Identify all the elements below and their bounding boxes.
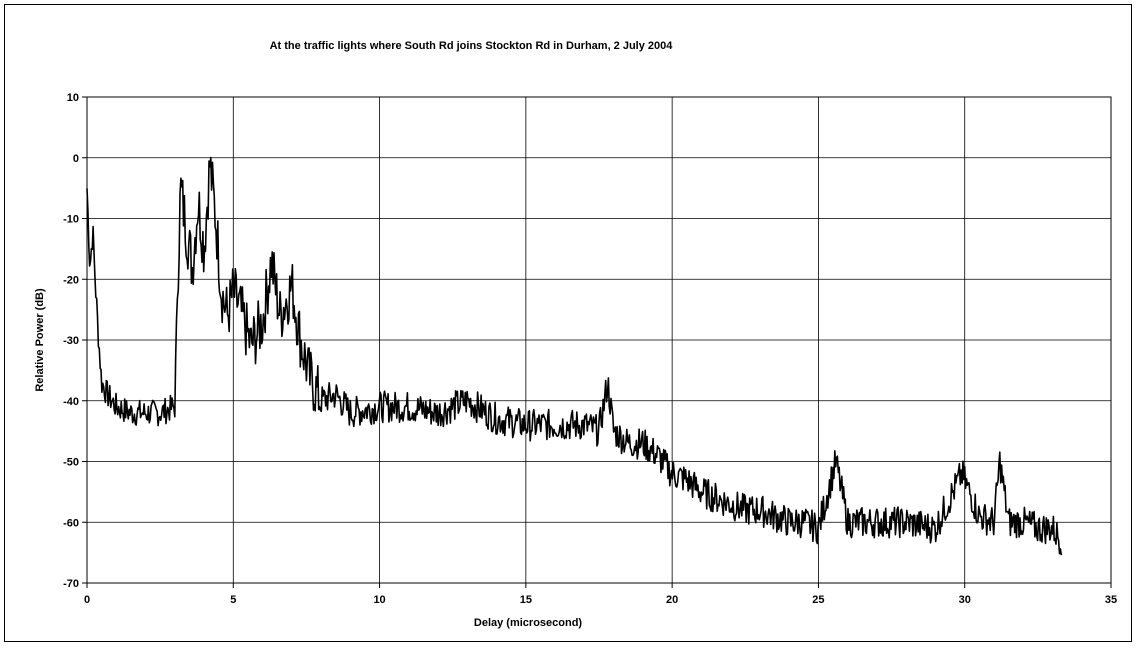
x-tick-label: 35: [1105, 594, 1117, 606]
line-chart: At the traffic lights where South Rd joi…: [34, 40, 1117, 629]
chart-frame: At the traffic lights where South Rd joi…: [4, 4, 1132, 642]
y-axis-label: Relative Power (dB): [34, 288, 46, 392]
grid: [86, 96, 1112, 584]
y-tick-label: -20: [63, 274, 79, 286]
ticks: 0 5 10 15 20 25 30 35 10 0 -10 -20 -30 -40 -50 -60 -70: [63, 92, 1117, 606]
y-tick-label: -30: [63, 335, 79, 347]
x-tick-label: 0: [84, 594, 90, 606]
y-tick-label: 0: [73, 153, 79, 165]
y-tick-label: -50: [63, 457, 79, 469]
y-tick-label: -10: [63, 214, 79, 226]
x-tick-label: 15: [520, 594, 532, 606]
series-line: [86, 156, 1063, 556]
chart-title: At the traffic lights where South Rd joi…: [270, 40, 674, 52]
x-tick-label: 10: [373, 594, 385, 606]
x-tick-label: 5: [230, 594, 236, 606]
x-axis-label: Delay (microsecond): [474, 617, 583, 629]
x-tick-label: 25: [812, 594, 824, 606]
y-tick-label: 10: [67, 92, 79, 104]
y-tick-label: -40: [63, 396, 79, 408]
y-tick-label: -70: [63, 578, 79, 590]
x-tick-label: 30: [959, 594, 971, 606]
x-tick-label: 20: [666, 594, 678, 606]
y-tick-label: -60: [63, 517, 79, 529]
